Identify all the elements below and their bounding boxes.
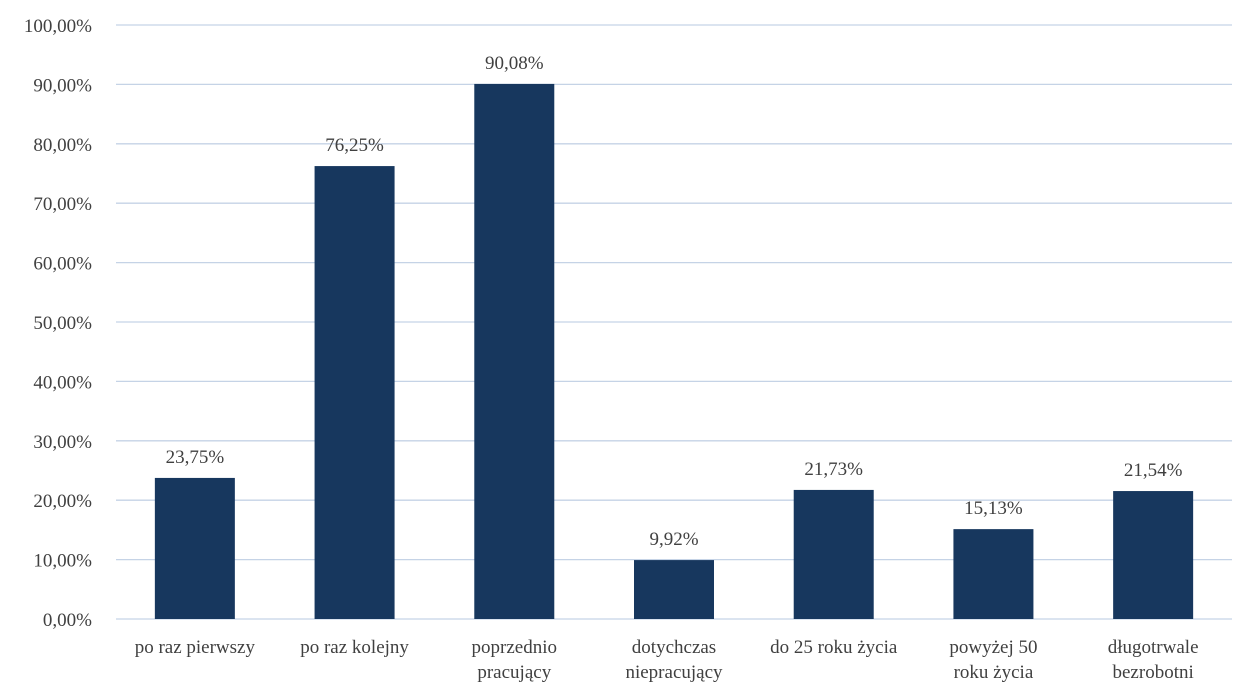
category-label-line: roku życia <box>954 662 1034 683</box>
bar <box>314 166 395 619</box>
category-label-line: pracujący <box>477 662 551 683</box>
x-axis-labels: po raz pierwszy po raz kolejny poprzednio p… <box>135 637 1199 683</box>
y-axis-ticks: 0,00% 10,00% 20,00% 30,00% 40,00% 50,00% 60,00… <box>24 16 92 631</box>
data-labels: 23,75% 76,25% 90,08% 9,92% 21,73% 15,13% 21,54… <box>166 53 1183 550</box>
y-tick-label: 70,00% <box>33 194 92 215</box>
bar <box>474 83 555 619</box>
data-label: 9,92% <box>649 529 698 550</box>
data-label: 90,08% <box>485 53 544 74</box>
category-label-line: powyżej 50 <box>949 637 1037 658</box>
category-label: po raz pierwszy <box>135 637 256 658</box>
category-label-line: do 25 roku życia <box>770 637 898 658</box>
bar <box>793 489 874 619</box>
category-label-line: po raz kolejny <box>300 637 409 658</box>
category-label: poprzednio pracujący <box>472 637 557 683</box>
y-tick-label: 10,00% <box>33 551 92 572</box>
y-tick-label: 50,00% <box>33 313 92 334</box>
category-label-line: poprzednio <box>472 637 557 658</box>
data-label: 15,13% <box>964 498 1023 519</box>
category-label: do 25 roku życia <box>770 637 898 658</box>
data-label: 21,73% <box>804 459 863 480</box>
category-label-line: bezrobotni <box>1113 662 1194 683</box>
data-label: 21,54% <box>1124 460 1183 481</box>
bar <box>953 529 1034 619</box>
category-label: dotychczas niepracujący <box>625 637 723 683</box>
category-label: długotrwale bezrobotni <box>1108 637 1199 683</box>
category-label-line: dotychczas <box>632 637 716 658</box>
y-tick-label: 0,00% <box>43 610 92 631</box>
y-tick-label: 40,00% <box>33 372 92 393</box>
y-tick-label: 90,00% <box>33 75 92 96</box>
data-label: 23,75% <box>166 447 225 468</box>
y-tick-label: 100,00% <box>24 16 92 37</box>
category-label-line: długotrwale <box>1108 637 1199 658</box>
y-tick-label: 60,00% <box>33 254 92 275</box>
data-label: 76,25% <box>325 135 384 156</box>
category-label-line: niepracujący <box>625 662 723 683</box>
y-tick-label: 30,00% <box>33 432 92 453</box>
category-label-line: po raz pierwszy <box>135 637 256 658</box>
bar <box>634 560 714 619</box>
bar <box>154 477 235 619</box>
gridlines <box>116 24 1232 620</box>
bars <box>154 83 1194 619</box>
category-label: po raz kolejny <box>300 637 409 658</box>
bar <box>1113 491 1194 619</box>
y-tick-label: 80,00% <box>33 135 92 156</box>
category-label: powyżej 50 roku życia <box>949 637 1037 683</box>
y-tick-label: 20,00% <box>33 491 92 512</box>
